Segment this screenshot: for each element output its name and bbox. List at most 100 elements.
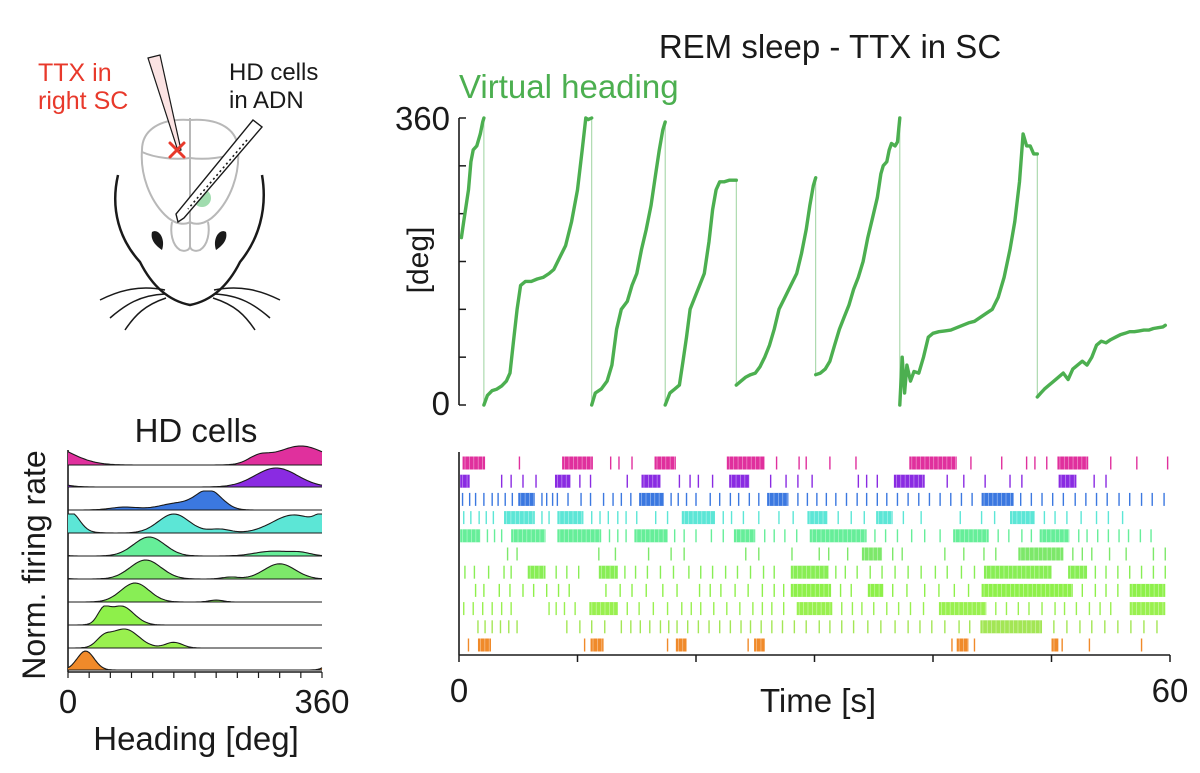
- spike-burst: [956, 638, 969, 652]
- spike-burst: [1039, 529, 1070, 543]
- spike-burst: [938, 602, 987, 616]
- raster-row-7: [464, 565, 1166, 579]
- spike-burst: [527, 565, 546, 579]
- tuning-curve-7: [68, 582, 322, 603]
- tuning-curve-outline: [68, 582, 322, 603]
- tuning-x-axis-ticks: [67, 672, 323, 678]
- raster-row-11: [467, 638, 1143, 652]
- tuning-curve-outline: [67, 650, 323, 671]
- spike-burst: [767, 492, 789, 506]
- series-legend-virtual-heading: Virtual heading: [459, 68, 679, 105]
- raster-row-9: [463, 602, 1166, 616]
- electrode-recording-sites: [187, 139, 248, 210]
- tuning-curve-fill: [68, 651, 322, 670]
- heading-segment-2: [482, 116, 594, 407]
- raster-row-6: [506, 547, 1166, 561]
- mouse-head-outline: [114, 174, 265, 307]
- heading-segment-1: [459, 116, 486, 240]
- recording-electrode-icon: [175, 119, 264, 224]
- mouse-brain-schematic: TTX in right SC HD cells in ADN: [38, 54, 318, 331]
- spike-burst: [983, 565, 1052, 579]
- spike-burst: [518, 492, 535, 506]
- raster-rows: [460, 456, 1169, 652]
- right-eye-icon: [214, 231, 227, 250]
- raster-row-8: [474, 583, 1166, 597]
- raster-row-10: [477, 620, 1158, 634]
- chart-title: REM sleep - TTX in SC: [659, 28, 1001, 65]
- x-tick-label-max: 60: [1152, 672, 1189, 709]
- raster-row-4: [463, 511, 1124, 525]
- tuning-x-tick-label-max: 360: [294, 683, 349, 720]
- tuning-curve-fill: [68, 514, 322, 533]
- tuning-curve-3: [68, 490, 322, 511]
- tuning-curve-5: [67, 536, 323, 557]
- spike-burst: [980, 620, 1043, 634]
- spike-burst: [634, 529, 668, 543]
- spike-burst: [590, 638, 604, 652]
- tuning-curve-10: [67, 650, 323, 671]
- spike-burst: [726, 456, 765, 470]
- spike-burst: [981, 583, 1073, 597]
- raster-row-5: [460, 529, 1152, 543]
- spike-burst: [729, 474, 750, 488]
- tuning-curve-8: [68, 605, 322, 626]
- tuning-curve-fill: [68, 491, 322, 510]
- tuning-x-axis-label: Heading [deg]: [93, 720, 299, 757]
- raster-row-3: [461, 492, 1165, 506]
- spike-burst: [460, 529, 481, 543]
- spike-raster-chart: 0 60 Time [s]: [450, 452, 1189, 719]
- tuning-y-axis-label: Norm. firing rate: [16, 450, 52, 679]
- tuning-curve-fill: [68, 583, 322, 602]
- spike-burst: [754, 638, 765, 652]
- y-axis-ticks: [459, 117, 466, 406]
- virtual-heading-line: [459, 116, 1167, 407]
- tuning-curves: [67, 445, 323, 671]
- spike-burst: [477, 638, 491, 652]
- tuning-curve-fill: [68, 606, 322, 625]
- tuning-curve-9: [68, 628, 322, 649]
- x-axis-ticks: [458, 655, 1171, 662]
- spike-burst: [796, 602, 833, 616]
- spike-burst: [1129, 602, 1166, 616]
- tuning-title: HD cells: [135, 412, 258, 449]
- spike-burst: [861, 547, 883, 561]
- tuning-curve-2: [67, 467, 323, 488]
- spike-burst: [1058, 474, 1077, 488]
- x-tick-label-min: 0: [450, 672, 468, 709]
- y-axis-label: [deg]: [402, 227, 435, 294]
- spike-burst: [1010, 511, 1035, 525]
- injection-label-line1: TTX in: [38, 59, 112, 87]
- heading-segment-7: [898, 132, 1039, 407]
- spike-burst: [511, 529, 546, 543]
- spike-burst: [809, 529, 867, 543]
- spike-burst: [909, 456, 957, 470]
- spike-burst: [654, 456, 676, 470]
- spike-burst: [641, 474, 661, 488]
- spike-burst: [1129, 583, 1166, 597]
- spike-burst: [953, 529, 989, 543]
- spike-burst: [460, 474, 470, 488]
- tuning-curve-fill: [68, 446, 322, 465]
- tuning-curve-fill: [68, 629, 322, 648]
- heading-segment-8: [1035, 323, 1167, 399]
- spike-burst: [807, 511, 828, 525]
- tuning-curve-fill: [68, 537, 322, 556]
- hd-tuning-curves-chart: HD cells Norm. firing rate 0 360 Heading…: [16, 412, 350, 757]
- tuning-curve-fill: [68, 468, 322, 487]
- spike-burst: [790, 565, 829, 579]
- spike-burst: [639, 492, 665, 506]
- whiskers: [99, 287, 281, 331]
- spike-burst: [681, 511, 715, 525]
- recording-label-line2: in ADN: [229, 87, 304, 114]
- spike-burst: [733, 529, 756, 543]
- injection-label-line2: right SC: [38, 87, 128, 115]
- x-axis-label: Time [s]: [760, 682, 876, 719]
- heading-segment-3: [590, 120, 667, 407]
- y-tick-label-max: 360: [395, 100, 450, 137]
- tuning-curve-fill: [68, 560, 322, 579]
- ttx-pipette-icon: [147, 54, 182, 152]
- brain-outline: [140, 118, 240, 252]
- spike-burst: [557, 511, 584, 525]
- injection-site-cross-icon: [168, 141, 186, 159]
